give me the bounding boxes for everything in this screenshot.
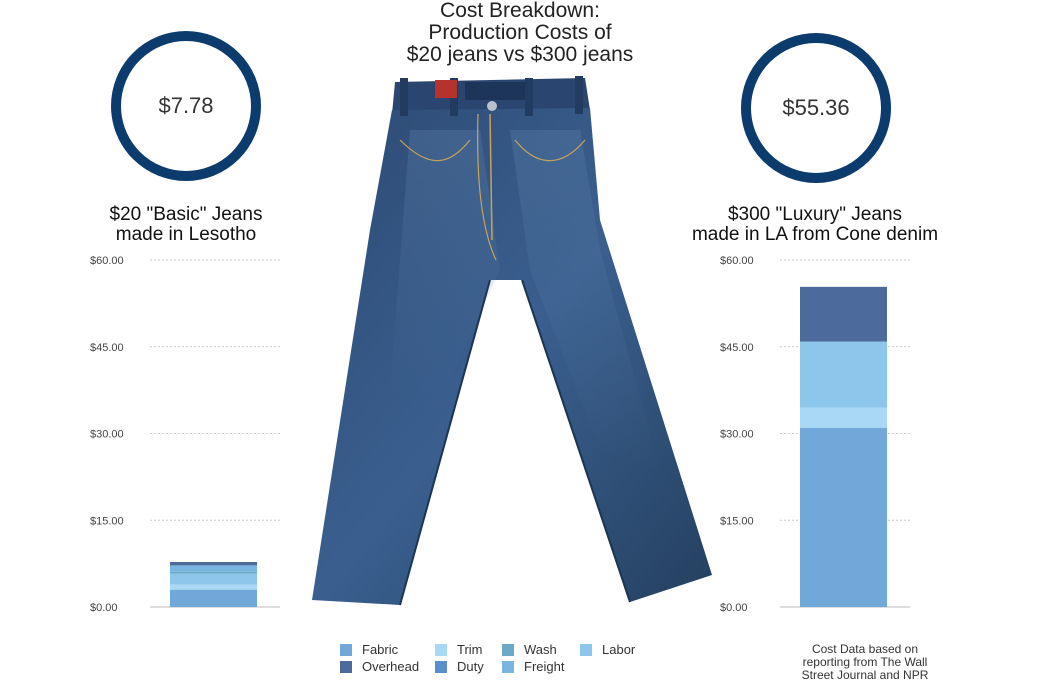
- basic-bar-segment-freight: [170, 565, 257, 572]
- basic-jeans-cost-chart: $0.00 $15.00 $30.00 $45.00 $60.00: [90, 255, 280, 614]
- source-note-line-1: Cost Data based on: [811, 642, 919, 656]
- basic-y-tick-label: $15.00: [90, 515, 124, 527]
- source-note: Cost Data based on reporting from The Wa…: [770, 643, 960, 682]
- luxury-y-tick-label: $30.00: [720, 429, 754, 441]
- basic-label-line-1: $20 "Basic" Jeans: [109, 204, 263, 225]
- legend-item-freight: Freight: [502, 659, 564, 674]
- luxury-jeans-cost-chart: $0.00 $15.00 $30.00 $45.00 $60.00: [720, 255, 910, 614]
- legend-item-duty: Duty: [435, 659, 484, 674]
- legend-label-overhead: Overhead: [362, 659, 420, 674]
- basic-jeans-label: $20 "Basic" Jeans made in Lesotho: [86, 205, 286, 245]
- legend-label-wash: Wash: [524, 642, 557, 657]
- legend-swatch-trim: [435, 643, 447, 656]
- basic-y-tick-label: $0.00: [90, 602, 118, 614]
- luxury-label-line-2: made in LA from Cone denim: [691, 224, 939, 245]
- jeans-image: [312, 76, 712, 606]
- basic-y-tick-label: $30.00: [90, 429, 124, 441]
- luxury-y-tick-label: $15.00: [720, 515, 754, 527]
- basic-y-tick-label: $45.00: [90, 342, 124, 354]
- luxury-label-line-1: $300 "Luxury" Jeans: [727, 204, 903, 225]
- luxury-y-tick-label: $0.00: [720, 602, 748, 614]
- chart-title: Cost Breakdown: Production Costs of $20 …: [320, 0, 720, 66]
- title-line-1: Cost Breakdown:: [440, 0, 600, 22]
- luxury-bar-segment-trim: [800, 407, 887, 428]
- luxury-bar-segment-labor: [800, 341, 887, 408]
- legend-swatch-fabric: [340, 643, 352, 656]
- legend-label-fabric: Fabric: [362, 642, 399, 657]
- basic-bar-segment-trim: [170, 584, 257, 590]
- legend-item-fabric: Fabric: [340, 642, 398, 657]
- legend-swatch-labor: [580, 643, 592, 656]
- basic-bar-segment-labor: [170, 573, 257, 585]
- legend-label-labor: Labor: [602, 642, 636, 657]
- legend-label-freight: Freight: [524, 659, 565, 674]
- legend-item-overhead: Overhead: [340, 659, 419, 674]
- source-note-line-3: Street Journal and NPR: [801, 668, 929, 682]
- legend-swatch-duty: [435, 660, 447, 673]
- luxury-total-value: $55.36: [782, 95, 850, 120]
- basic-total-ring: $7.78: [111, 31, 261, 181]
- legend-swatch-freight: [502, 660, 514, 673]
- title-line-2: Production Costs of: [428, 21, 612, 44]
- basic-bar-segment-fabric: [170, 589, 257, 607]
- legend-item-labor: Labor: [580, 642, 635, 657]
- legend-item-trim: Trim: [435, 642, 483, 657]
- luxury-total-ring: $55.36: [741, 33, 891, 183]
- basic-bar-segment-wash: [170, 571, 257, 574]
- legend-label-duty: Duty: [457, 659, 484, 674]
- legend-swatch-wash: [502, 643, 514, 656]
- luxury-jeans-label: $300 "Luxury" Jeans made in LA from Cone…: [665, 205, 965, 245]
- source-note-line-2: reporting from The Wall: [802, 655, 928, 669]
- basic-total-value: $7.78: [158, 93, 214, 118]
- luxury-y-tick-label: $45.00: [720, 342, 754, 354]
- title-line-3: $20 jeans vs $300 jeans: [406, 43, 634, 66]
- basic-bar-segment-overhead: [170, 562, 257, 566]
- legend-label-trim: Trim: [457, 642, 483, 657]
- basic-y-tick-label: $60.00: [90, 255, 124, 267]
- luxury-bar-segment-overhead: [800, 286, 887, 342]
- luxury-bar-segment-fabric: [800, 427, 887, 607]
- luxury-y-tick-label: $60.00: [720, 255, 754, 267]
- legend-item-wash: Wash: [502, 642, 557, 657]
- legend-swatch-overhead: [340, 660, 352, 673]
- basic-label-line-2: made in Lesotho: [115, 224, 257, 245]
